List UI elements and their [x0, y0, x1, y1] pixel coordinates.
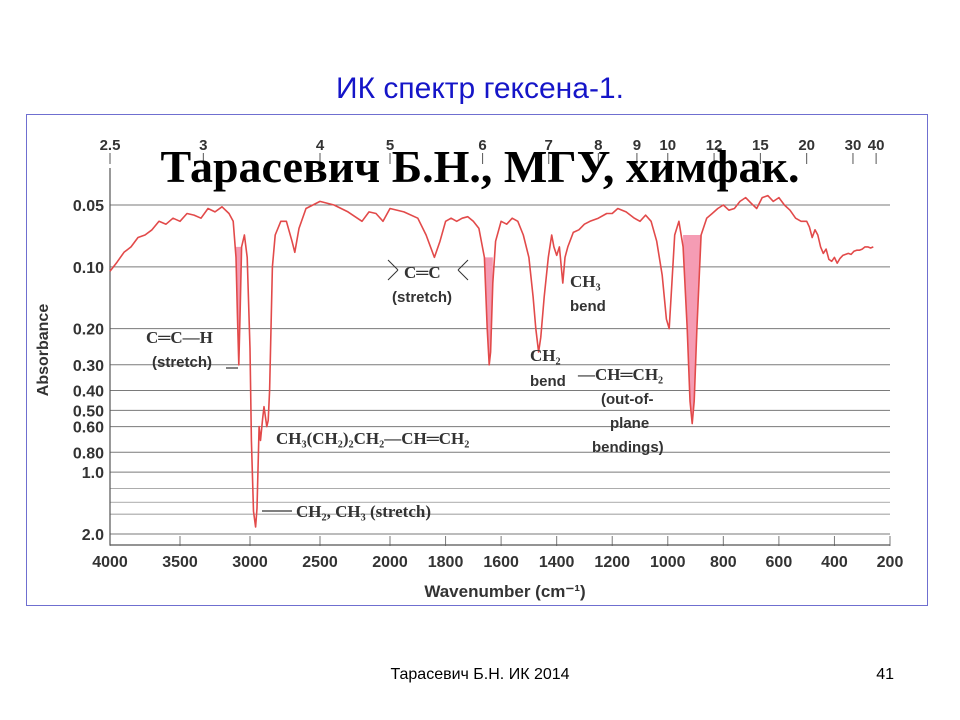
annotation-ch-stretch-note: (stretch): [152, 354, 212, 371]
footer-author: Тарасевич Б.Н. ИК 2014: [390, 666, 570, 683]
cc-bracket: [387, 259, 469, 281]
y-tick-label: 0.20: [73, 322, 104, 339]
y-tick-label: 0.60: [73, 420, 104, 437]
top-tick-label: 20: [798, 137, 815, 154]
annotation-cc-note: (stretch): [392, 289, 452, 306]
y-tick-label: 0.40: [73, 383, 104, 400]
annotation-vinyl-note-1: (out-of-: [601, 391, 653, 408]
annotation-ch2-formula: CH₂: [530, 346, 561, 365]
page-number: 41: [876, 666, 894, 683]
y-tick-label: 0.05: [73, 198, 104, 215]
x-tick-label: 1000: [650, 554, 686, 571]
annotation-aliphatic-stretch: CH₂, CH₃ (stretch): [296, 502, 431, 521]
top-tick-label: 2.5: [100, 137, 121, 154]
y-tick-label: 0.10: [73, 260, 104, 277]
annotation-vinyl-note-3: bendings): [592, 439, 664, 456]
y-tick-label: 0.30: [73, 358, 104, 375]
top-tick-label: 15: [752, 137, 769, 154]
x-tick-label: 1200: [594, 554, 630, 571]
top-tick-label: 9: [633, 137, 641, 154]
x-tick-label: 200: [877, 554, 904, 571]
annotation-vinyl-note-2: plane: [610, 415, 649, 432]
spectrum-line: [109, 194, 874, 528]
annotation-ch3-note: bend: [570, 298, 606, 315]
top-tick-label: 12: [706, 137, 723, 154]
top-tick-label: 6: [478, 137, 486, 154]
x-tick-label: 1800: [428, 554, 464, 571]
top-tick-label: 8: [594, 137, 602, 154]
annotation-ch3-formula: CH₃: [570, 272, 601, 291]
top-tick-label: 7: [545, 137, 553, 154]
x-tick-label: 3500: [162, 554, 198, 571]
annotation-vinyl-formula: —CH═CH₂: [577, 365, 663, 384]
top-tick-label: 5: [386, 137, 394, 154]
tick-labels: 0.05 0.10 0.20 0.30 0.40 0.500.60 0.80 1.0 2.0 40…: [73, 137, 904, 571]
annotation-ch2-note: bend: [530, 373, 566, 390]
top-tick-label: 30: [845, 137, 862, 154]
watermark: Тарасевич Б.Н., МГУ, химфак.: [160, 141, 800, 192]
annotation-molecule: CH₃(CH₂)₂CH₂—CH═CH₂: [276, 429, 469, 448]
top-tick-label: 4: [316, 137, 325, 154]
annotation-cc-formula: C═C: [404, 263, 441, 282]
annotation-ch-stretch-formula: C═C—H: [146, 328, 213, 347]
top-tick-label: 3: [199, 137, 207, 154]
x-tick-label: 2500: [302, 554, 338, 571]
y-tick-label: 2.0: [82, 527, 104, 544]
x-tick-label: 1600: [483, 554, 519, 571]
peak-shading: [683, 235, 702, 424]
y-tick-label: 0.50: [73, 403, 104, 420]
top-tick-label: 40: [868, 137, 885, 154]
x-tick-label: 1400: [539, 554, 575, 571]
y-tick-label: 1.0: [82, 465, 104, 482]
annotations: C═C—H (stretch) C═C (stretch) CH₃ bend C…: [146, 259, 664, 521]
x-axis-label: Wavenumber (cm⁻¹): [424, 582, 585, 601]
chart-frame: [26, 114, 928, 606]
slide-title: ИК спектр гексена-1.: [336, 72, 624, 105]
x-tick-label: 4000: [92, 554, 128, 571]
x-tick-label: 2000: [372, 554, 408, 571]
x-tick-label: 400: [821, 554, 848, 571]
spectrum-trace: [109, 194, 874, 528]
x-tick-label: 3000: [232, 554, 268, 571]
x-tick-label: 600: [766, 554, 793, 571]
y-axis-label: Absorbance: [35, 304, 52, 397]
x-tick-label: 800: [710, 554, 737, 571]
y-tick-label: 0.80: [73, 445, 104, 462]
top-tick-label: 10: [659, 137, 676, 154]
